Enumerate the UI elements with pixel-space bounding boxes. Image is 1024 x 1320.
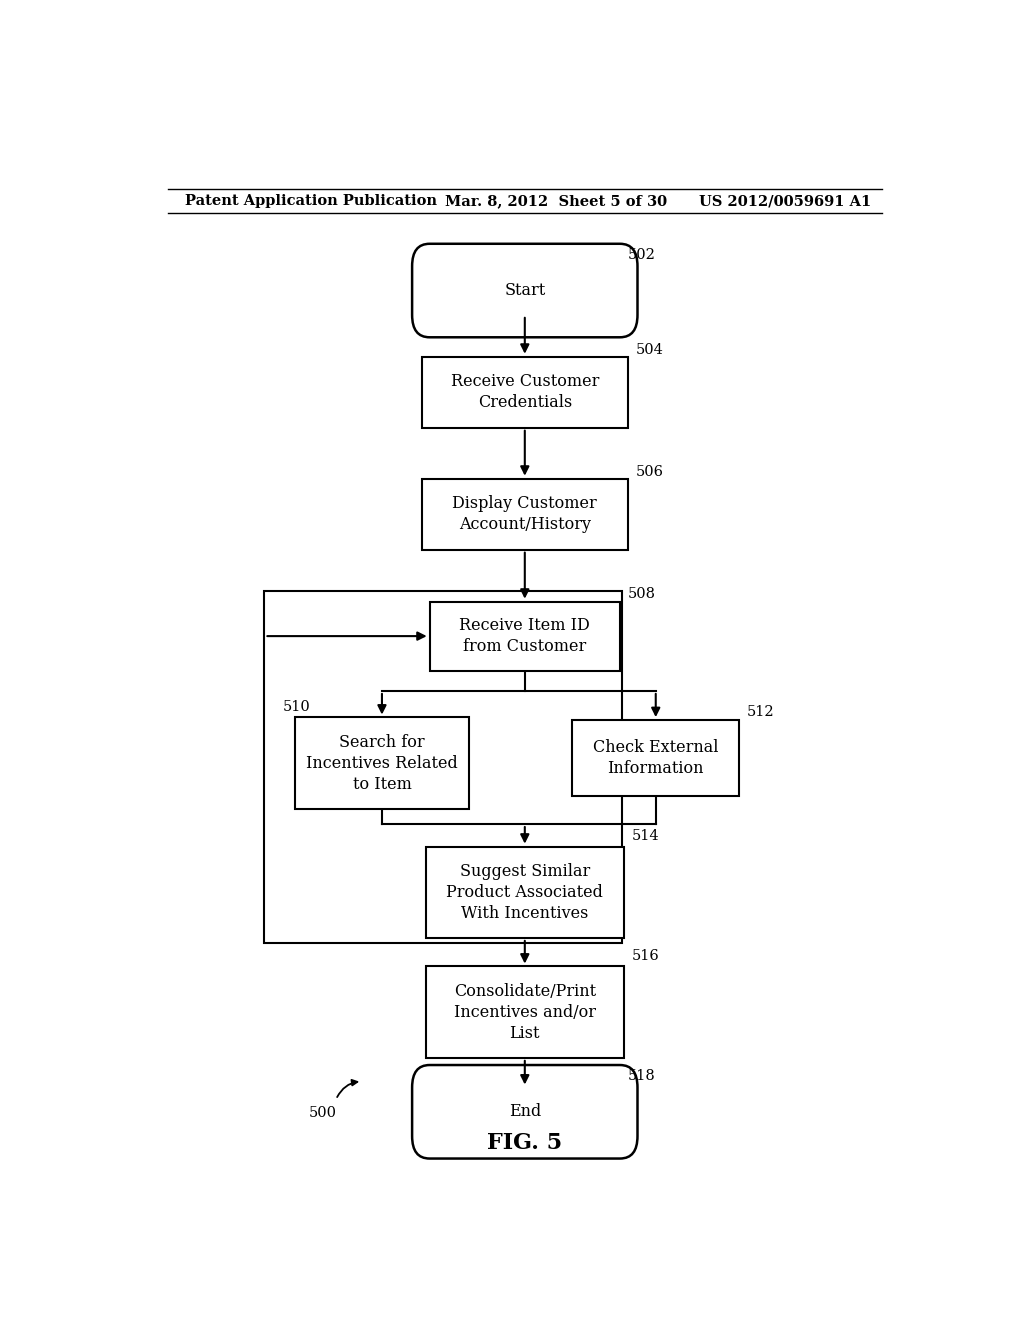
- Text: Mar. 8, 2012  Sheet 5 of 30: Mar. 8, 2012 Sheet 5 of 30: [445, 194, 668, 209]
- Text: Display Customer
Account/History: Display Customer Account/History: [453, 495, 597, 533]
- Text: 500: 500: [308, 1106, 337, 1119]
- FancyBboxPatch shape: [412, 1065, 638, 1159]
- Bar: [264, 591, 622, 942]
- Bar: [295, 718, 469, 809]
- Bar: [426, 846, 624, 939]
- Text: Receive Customer
Credentials: Receive Customer Credentials: [451, 374, 599, 411]
- Text: 510: 510: [283, 701, 310, 714]
- Text: 502: 502: [628, 248, 655, 263]
- Text: US 2012/0059691 A1: US 2012/0059691 A1: [699, 194, 871, 209]
- Text: 504: 504: [636, 343, 664, 356]
- Text: 514: 514: [632, 829, 659, 843]
- Text: Consolidate/Print
Incentives and/or
List: Consolidate/Print Incentives and/or List: [454, 983, 596, 1041]
- Text: FIG. 5: FIG. 5: [487, 1133, 562, 1155]
- Bar: [426, 966, 624, 1057]
- Text: 506: 506: [636, 465, 664, 479]
- Text: Start: Start: [504, 282, 546, 300]
- Bar: [430, 602, 621, 671]
- Bar: [422, 356, 628, 428]
- Text: Search for
Incentives Related
to Item: Search for Incentives Related to Item: [306, 734, 458, 792]
- Text: 516: 516: [632, 949, 659, 964]
- Text: 518: 518: [628, 1069, 655, 1084]
- Text: Patent Application Publication: Patent Application Publication: [185, 194, 437, 209]
- Text: 512: 512: [748, 705, 774, 719]
- Bar: [572, 719, 739, 796]
- Text: Suggest Similar
Product Associated
With Incentives: Suggest Similar Product Associated With …: [446, 863, 603, 921]
- Text: Check External
Information: Check External Information: [593, 739, 719, 777]
- Text: 508: 508: [628, 586, 656, 601]
- FancyBboxPatch shape: [412, 244, 638, 338]
- Bar: [422, 479, 628, 549]
- Text: Receive Item ID
from Customer: Receive Item ID from Customer: [460, 618, 590, 655]
- Text: End: End: [509, 1104, 541, 1121]
